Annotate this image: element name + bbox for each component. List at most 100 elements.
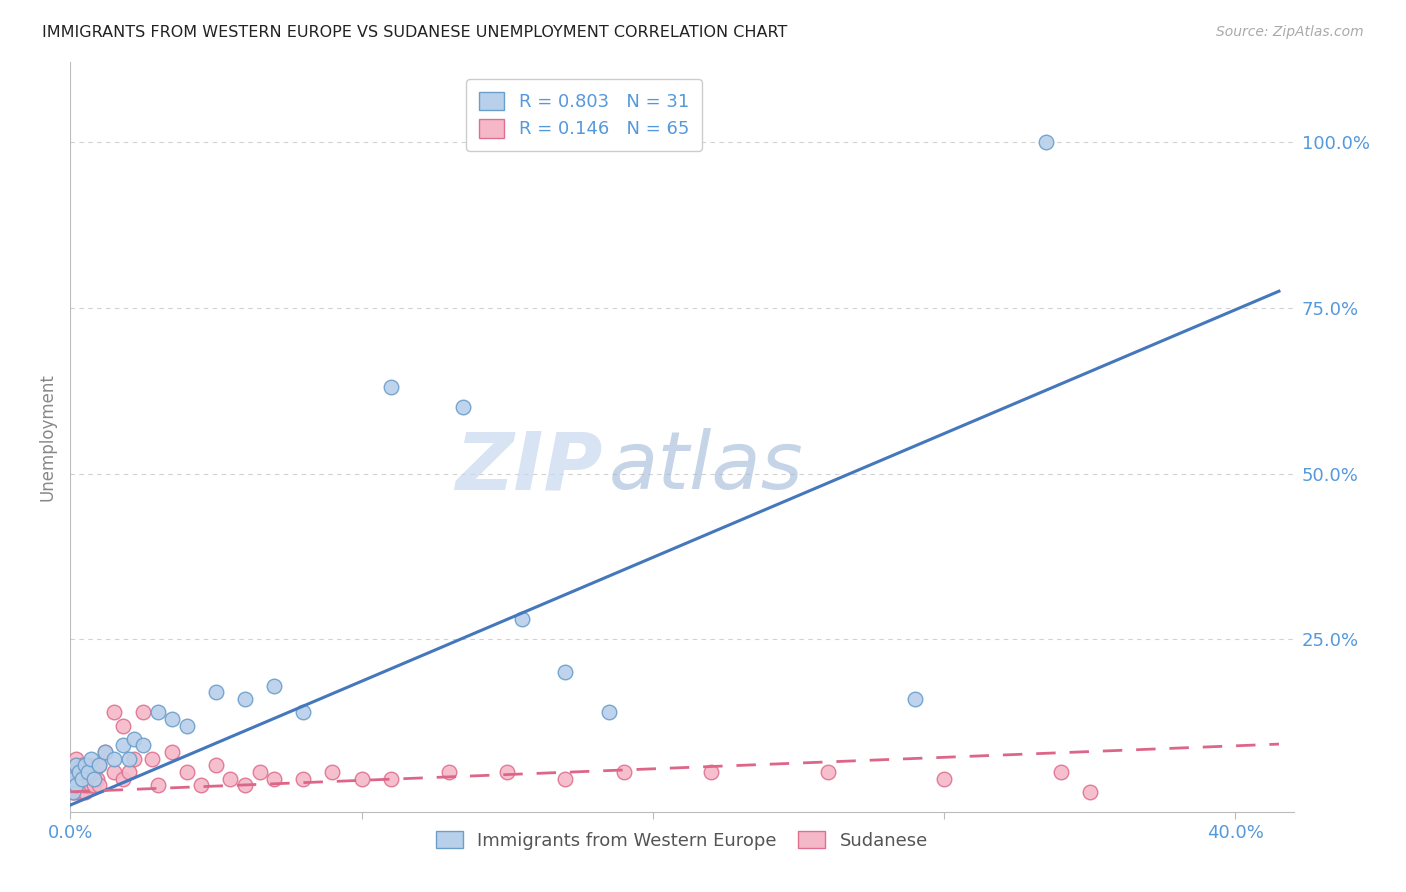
Point (89, 758, 111, 772)
Point (70, 772, 93, 786)
Point (111, 739, 134, 753)
Text: IMMIGRANTS FROM WESTERN EUROPE VS SUDANESE UNEMPLOYMENT CORRELATION CHART: IMMIGRANTS FROM WESTERN EUROPE VS SUDANE… (42, 25, 787, 40)
Point (233, 778, 256, 792)
Point (510, 612, 533, 626)
Point (700, 764, 723, 779)
Point (1078, 785, 1101, 799)
Point (62, 764, 84, 779)
Point (103, 705, 125, 719)
Point (89, 758, 111, 772)
Point (111, 718, 134, 732)
Point (73, 785, 96, 799)
Point (89, 778, 111, 792)
Point (62, 778, 84, 792)
Point (219, 772, 242, 786)
Point (292, 705, 315, 719)
Point (70, 758, 93, 772)
Point (76, 758, 98, 772)
Point (117, 752, 139, 766)
Point (437, 764, 460, 779)
Point (67, 778, 90, 792)
Point (67, 764, 90, 779)
Text: ZIP: ZIP (456, 428, 602, 506)
Point (249, 764, 271, 779)
Point (1035, 135, 1057, 149)
Point (350, 772, 373, 786)
Point (141, 752, 163, 766)
Point (598, 705, 620, 719)
Point (205, 758, 228, 772)
Point (94, 745, 117, 759)
Point (67, 764, 90, 779)
Point (176, 718, 198, 732)
Y-axis label: Unemployment: Unemployment (38, 373, 56, 501)
Point (62, 785, 84, 799)
Point (62, 772, 84, 786)
Point (321, 764, 343, 779)
Point (62, 772, 84, 786)
Point (554, 665, 576, 680)
Point (94, 745, 117, 759)
Point (73, 758, 96, 772)
Point (292, 772, 315, 786)
Point (65, 758, 87, 772)
Point (1049, 764, 1071, 779)
Point (73, 778, 96, 792)
Point (70, 785, 93, 799)
Point (190, 778, 212, 792)
Point (124, 752, 146, 766)
Point (111, 772, 134, 786)
Point (263, 679, 285, 693)
Point (124, 731, 146, 746)
Point (453, 401, 475, 415)
Point (65, 772, 87, 786)
Point (554, 772, 576, 786)
Point (146, 778, 169, 792)
Point (205, 685, 228, 699)
Legend: Immigrants from Western Europe, Sudanese: Immigrants from Western Europe, Sudanese (426, 822, 938, 859)
Point (162, 745, 183, 759)
Point (162, 712, 183, 726)
Point (86, 772, 108, 786)
Point (62, 778, 84, 792)
Point (613, 764, 636, 779)
Text: atlas: atlas (609, 428, 803, 506)
Point (496, 764, 519, 779)
Point (103, 764, 125, 779)
Point (65, 758, 87, 772)
Point (65, 764, 87, 779)
Point (62, 764, 84, 779)
Point (263, 772, 285, 786)
Point (62, 758, 84, 772)
Point (67, 772, 90, 786)
Point (67, 785, 90, 799)
Point (83, 772, 105, 786)
Point (380, 380, 402, 394)
Point (83, 778, 105, 792)
Point (76, 764, 98, 779)
Point (83, 764, 105, 779)
Point (132, 739, 155, 753)
Point (904, 692, 927, 706)
Point (73, 764, 96, 779)
Point (65, 752, 87, 766)
Point (62, 785, 84, 799)
Text: Source: ZipAtlas.com: Source: ZipAtlas.com (1216, 25, 1364, 39)
Point (65, 778, 87, 792)
Point (62, 785, 84, 799)
Point (932, 772, 955, 786)
Point (380, 772, 402, 786)
Point (817, 764, 839, 779)
Point (233, 692, 256, 706)
Point (65, 778, 87, 792)
Point (176, 764, 198, 779)
Point (65, 785, 87, 799)
Point (79, 778, 103, 792)
Point (103, 752, 125, 766)
Point (62, 772, 84, 786)
Point (132, 705, 155, 719)
Point (79, 752, 103, 766)
Point (79, 764, 103, 779)
Point (117, 764, 139, 779)
Point (70, 772, 93, 786)
